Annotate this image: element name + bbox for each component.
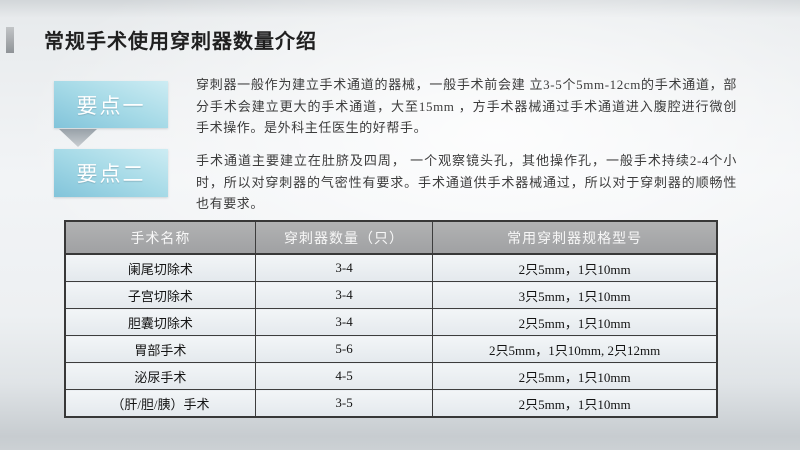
page-title: 常规手术使用穿刺器数量介绍 bbox=[44, 31, 317, 53]
down-arrow-connector-icon bbox=[59, 129, 97, 147]
callout-point-2-label: 要点二 bbox=[76, 162, 146, 186]
table-row-urological-surgery: 泌尿手术 4-5 2只5mm，1只10mm bbox=[64, 362, 718, 390]
cell-trocar-spec: 2只5mm，1只10mm bbox=[432, 253, 718, 282]
table-row-gastric-surgery: 胃部手术 5-6 2只5mm，1只10mm, 2只12mm bbox=[64, 335, 718, 363]
table-header-trocar-spec: 常用穿刺器规格型号 bbox=[432, 220, 718, 255]
cell-surgery-name: 胃部手术 bbox=[64, 335, 256, 363]
cell-trocar-count: 3-4 bbox=[254, 308, 434, 336]
table-row-cholecystectomy: 胆囊切除术 3-4 2只5mm，1只10mm bbox=[64, 308, 718, 336]
paragraph-point-1: 穿刺器一般作为建立手术通道的器械，一般手术前会建 立3-5个5mm-12cm的手… bbox=[196, 77, 737, 135]
table-row-liver-gall-pancreas-surgery: （肝/胆/胰）手术 3-5 2只5mm，1只10mm bbox=[64, 389, 718, 418]
table-header-trocar-count: 穿刺器数量（只） bbox=[254, 220, 434, 255]
paragraph-point-2: 手术通道主要建立在肚脐及四周， 一个观察镜头孔，其他操作孔，一般手术持续2-4个… bbox=[196, 153, 737, 211]
title-accent-bar bbox=[6, 27, 14, 53]
table-row-appendectomy: 阑尾切除术 3-4 2只5mm，1只10mm bbox=[64, 253, 718, 282]
surgery-trocar-table: 手术名称 穿刺器数量（只） 常用穿刺器规格型号 阑尾切除术 3-4 2只5mm，… bbox=[64, 220, 718, 418]
cell-trocar-count: 4-5 bbox=[254, 362, 434, 390]
table-header-surgery-name: 手术名称 bbox=[64, 220, 256, 255]
cell-trocar-spec: 2只5mm，1只10mm bbox=[432, 308, 718, 336]
cell-trocar-spec: 2只5mm，1只10mm, 2只12mm bbox=[432, 335, 718, 363]
cell-trocar-spec: 2只5mm，1只10mm bbox=[432, 362, 718, 390]
cell-surgery-name: 泌尿手术 bbox=[64, 362, 256, 390]
table-header-row: 手术名称 穿刺器数量（只） 常用穿刺器规格型号 bbox=[64, 220, 718, 255]
callout-point-1-label: 要点一 bbox=[76, 93, 146, 118]
cell-trocar-count: 3-4 bbox=[254, 281, 434, 309]
cell-surgery-name: 阑尾切除术 bbox=[64, 253, 256, 282]
cell-surgery-name: 子宫切除术 bbox=[64, 281, 256, 309]
cell-surgery-name: 胆囊切除术 bbox=[64, 308, 256, 336]
cell-trocar-count: 3-5 bbox=[254, 389, 434, 418]
callout-point-2: 要点二 bbox=[54, 149, 168, 197]
cell-trocar-count: 5-6 bbox=[254, 335, 434, 363]
table-row-hysterectomy: 子宫切除术 3-4 3只5mm，1只10mm bbox=[64, 281, 718, 309]
cell-surgery-name: （肝/胆/胰）手术 bbox=[64, 389, 256, 418]
cell-trocar-count: 3-4 bbox=[254, 253, 434, 282]
cell-trocar-spec: 2只5mm，1只10mm bbox=[432, 389, 718, 418]
callout-point-1: 要点一 bbox=[54, 81, 168, 128]
cell-trocar-spec: 3只5mm，1只10mm bbox=[432, 281, 718, 309]
